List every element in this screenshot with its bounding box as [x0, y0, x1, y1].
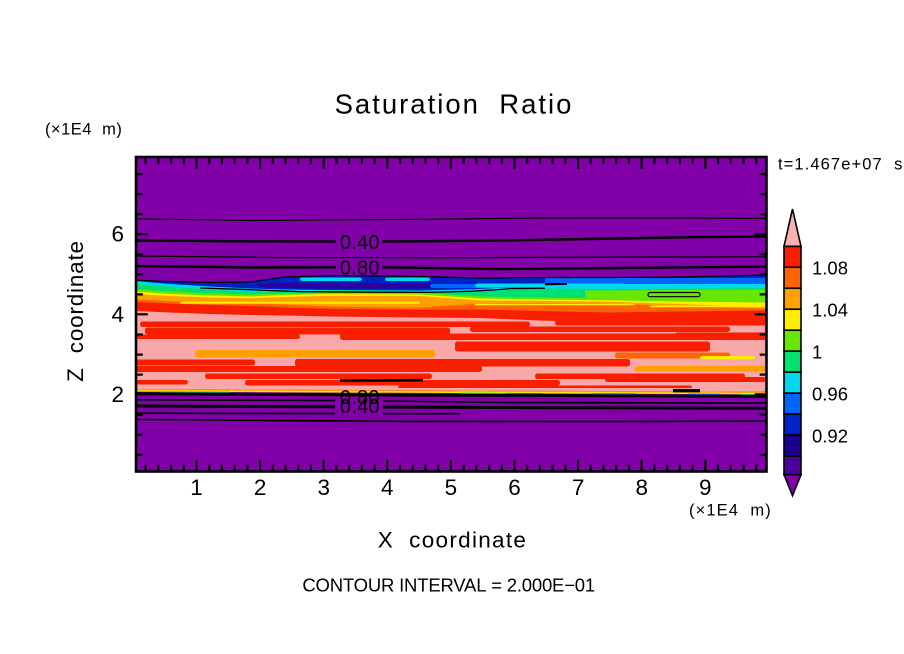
svg-text:Z coordinate: Z coordinate: [63, 240, 88, 382]
svg-text:(×1E4 m): (×1E4 m): [45, 121, 122, 139]
svg-text:1.04: 1.04: [812, 300, 848, 321]
svg-text:3: 3: [317, 475, 330, 500]
svg-text:7: 7: [572, 475, 585, 500]
svg-text:0.80: 0.80: [340, 387, 380, 409]
svg-text:6: 6: [111, 222, 124, 247]
svg-text:0.96: 0.96: [812, 384, 848, 405]
svg-text:1: 1: [190, 475, 203, 500]
svg-text:1: 1: [812, 342, 822, 363]
svg-text:t=1.467e+07 s: t=1.467e+07 s: [778, 156, 904, 174]
svg-text:2: 2: [111, 382, 124, 407]
svg-text:2: 2: [254, 475, 267, 500]
svg-text:(×1E4 m): (×1E4 m): [689, 502, 772, 520]
svg-text:6: 6: [508, 475, 521, 500]
svg-text:0.92: 0.92: [812, 426, 848, 447]
svg-text:1.08: 1.08: [812, 258, 848, 279]
svg-text:0.80: 0.80: [340, 258, 380, 280]
svg-text:4: 4: [381, 475, 394, 500]
svg-text:Saturation Ratio: Saturation Ratio: [335, 89, 574, 120]
svg-text:4: 4: [111, 302, 124, 327]
svg-text:8: 8: [635, 475, 648, 500]
svg-text:0.40: 0.40: [340, 232, 380, 254]
svg-text:9: 9: [699, 475, 712, 500]
svg-text:5: 5: [445, 475, 458, 500]
svg-text:X coordinate: X coordinate: [378, 528, 527, 553]
svg-text:0.40: 0.40: [340, 396, 380, 418]
svg-text:CONTOUR INTERVAL = 2.000E−01: CONTOUR INTERVAL = 2.000E−01: [302, 575, 595, 596]
